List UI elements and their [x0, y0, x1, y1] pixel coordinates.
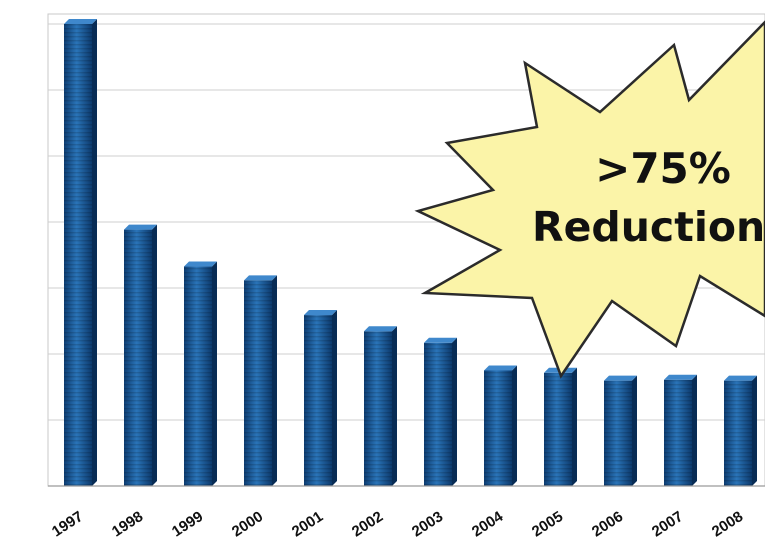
starburst-label: Reduction: [532, 203, 765, 251]
bar: [484, 365, 517, 486]
bar: [64, 19, 97, 486]
bar-side: [332, 310, 337, 486]
x-tick-label: 2003: [409, 508, 446, 540]
bar: [124, 224, 157, 486]
x-axis-ticks: 1997 1998 1999 2000 2001 2002 2003 2004 2005 2006…: [49, 508, 746, 541]
bar-top: [484, 365, 517, 371]
bar-texture: [724, 380, 752, 486]
starburst-percent: >75%: [595, 144, 731, 193]
x-tick-label: 2000: [229, 508, 266, 540]
bar: [664, 374, 697, 486]
reduction-starburst: >75% Reduction: [414, 20, 765, 379]
x-tick-label: 1998: [109, 508, 146, 540]
bar-top: [664, 374, 697, 380]
bar-side: [572, 367, 577, 486]
starburst-shape: [414, 20, 765, 379]
bar: [244, 275, 277, 486]
x-tick-label: 2008: [709, 508, 746, 540]
bar-texture: [244, 280, 272, 486]
bar-top: [244, 275, 277, 281]
bar: [304, 310, 337, 486]
x-tick-label: 2004: [469, 508, 507, 541]
bar-side: [752, 375, 757, 486]
bar-texture: [544, 372, 572, 486]
bar-top: [124, 224, 157, 230]
bar: [544, 367, 577, 486]
bar-texture: [64, 24, 92, 486]
bar-texture: [124, 229, 152, 486]
bar-top: [304, 310, 337, 316]
bar-top: [64, 19, 97, 24]
bar-texture: [604, 380, 632, 486]
bar-side: [512, 365, 517, 486]
bar-top: [364, 326, 397, 332]
x-tick-label: 2002: [349, 508, 386, 540]
bars: [64, 19, 757, 486]
bar: [604, 375, 637, 486]
x-tick-label: 2005: [529, 508, 566, 540]
bar-side: [692, 374, 697, 486]
bar-side: [452, 337, 457, 486]
bar-top: [604, 375, 637, 381]
bar-side: [92, 19, 97, 486]
x-tick-label: 2001: [289, 508, 326, 540]
bar-texture: [184, 266, 212, 486]
bar-texture: [364, 331, 392, 486]
bar-side: [212, 261, 217, 486]
bar-texture: [484, 370, 512, 486]
bar-side: [392, 326, 397, 486]
x-tick-label: 1999: [169, 508, 206, 540]
bar-texture: [424, 342, 452, 486]
bar-top: [424, 337, 457, 343]
bar-texture: [664, 379, 692, 486]
x-tick-label: 1997: [49, 508, 86, 540]
bar: [364, 326, 397, 486]
bar: [184, 261, 217, 486]
bar: [424, 337, 457, 486]
bar-texture: [304, 315, 332, 486]
x-tick-label: 2007: [649, 508, 686, 540]
bar-side: [152, 224, 157, 486]
bar-side: [632, 375, 637, 486]
bar-top: [724, 375, 757, 381]
bar-side: [272, 275, 277, 486]
bar-top: [184, 261, 217, 267]
x-tick-label: 2006: [589, 508, 626, 540]
bar: [724, 375, 757, 486]
